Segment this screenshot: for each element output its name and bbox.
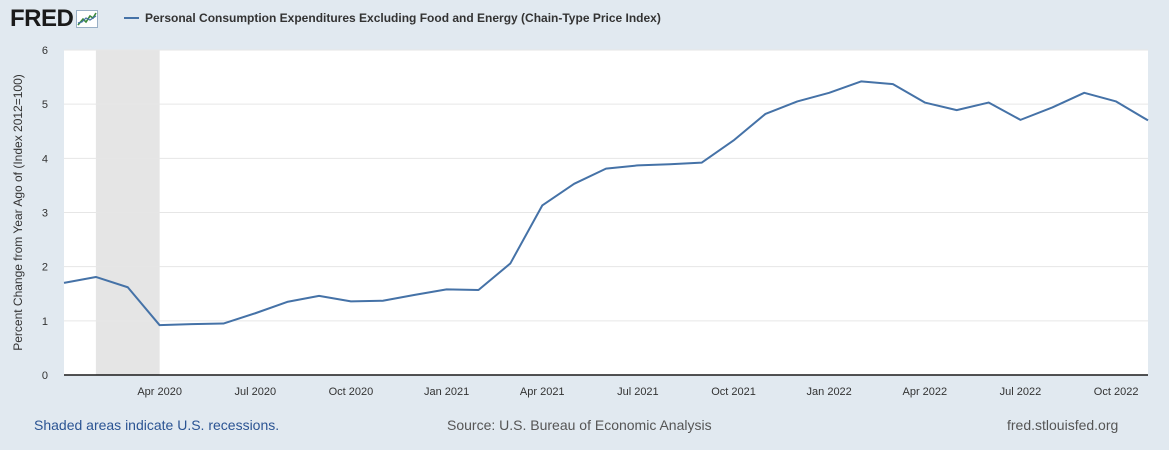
x-axis-ticks: Apr 2020 Jul 2020 Oct 2020 Jan 2021 Apr 2021… — [137, 386, 1138, 398]
data-point[interactable] — [348, 298, 354, 304]
y-tick-label: 2 — [42, 262, 48, 274]
y-axis-label: Percent Change from Year Ago of (Index 2… — [11, 74, 25, 351]
recession-note: Shaded areas indicate U.S. recessions. — [34, 417, 280, 433]
data-point[interactable] — [1081, 90, 1087, 96]
data-point[interactable] — [571, 181, 577, 187]
data-point[interactable] — [890, 81, 896, 87]
x-tick-label: Apr 2022 — [902, 386, 947, 398]
data-point[interactable] — [444, 286, 450, 292]
data-point[interactable] — [220, 321, 226, 327]
y-tick-label: 3 — [42, 208, 48, 220]
chart-legend[interactable]: Personal Consumption Expenditures Exclud… — [124, 11, 661, 25]
data-point[interactable] — [1113, 98, 1119, 104]
source-note: Source: U.S. Bureau of Economic Analysis — [447, 417, 712, 433]
legend-label: Personal Consumption Expenditures Exclud… — [145, 11, 661, 25]
data-point[interactable] — [507, 260, 513, 266]
data-point[interactable] — [1017, 117, 1023, 123]
data-point[interactable] — [986, 100, 992, 106]
y-axis-ticks: 0 1 2 3 4 5 6 — [42, 45, 48, 382]
header: FRED Personal Consumption Expenditures E… — [0, 0, 1169, 40]
fred-logo-text: FRED — [10, 5, 74, 32]
data-point[interactable] — [699, 160, 705, 166]
data-point[interactable] — [1049, 104, 1055, 110]
y-tick-label: 4 — [42, 153, 48, 165]
data-point[interactable] — [125, 284, 131, 290]
data-point[interactable] — [603, 166, 609, 172]
line-chart: 0 1 2 3 4 5 6 Apr 2020 Jul 2020 Oct 2020 Jan 2021… — [0, 40, 1169, 410]
data-point[interactable] — [475, 287, 481, 293]
x-tick-label: Jul 2021 — [617, 386, 659, 398]
data-point[interactable] — [252, 310, 258, 316]
x-tick-label: Oct 2021 — [711, 386, 756, 398]
y-tick-label: 5 — [42, 99, 48, 111]
data-point[interactable] — [826, 90, 832, 96]
data-point[interactable] — [667, 161, 673, 167]
x-tick-label: Apr 2021 — [520, 386, 565, 398]
data-point[interactable] — [922, 100, 928, 106]
y-tick-label: 6 — [42, 45, 48, 57]
x-tick-label: Oct 2020 — [329, 386, 374, 398]
data-point[interactable] — [794, 98, 800, 104]
chart-trend-icon — [76, 10, 99, 28]
data-point[interactable] — [1145, 117, 1151, 123]
data-point[interactable] — [731, 137, 737, 143]
y-tick-label: 0 — [42, 370, 48, 382]
site-link[interactable]: fred.stlouisfed.org — [1007, 417, 1119, 433]
x-tick-label: Jul 2022 — [1000, 386, 1042, 398]
x-tick-label: Jan 2022 — [807, 386, 852, 398]
data-point[interactable] — [157, 322, 163, 328]
data-point[interactable] — [93, 274, 99, 280]
fred-logo[interactable]: FRED — [10, 5, 99, 32]
data-point[interactable] — [284, 299, 290, 305]
data-point[interactable] — [635, 162, 641, 168]
data-point[interactable] — [412, 292, 418, 298]
data-point[interactable] — [954, 107, 960, 113]
data-point[interactable] — [61, 280, 67, 286]
x-tick-label: Apr 2020 — [137, 386, 182, 398]
data-point[interactable] — [189, 321, 195, 327]
y-tick-label: 1 — [42, 316, 48, 328]
series-layer[interactable] — [61, 78, 1151, 328]
x-tick-label: Jul 2020 — [234, 386, 276, 398]
data-point[interactable] — [762, 111, 768, 117]
data-point[interactable] — [858, 78, 864, 84]
series-line-1[interactable] — [63, 80, 1149, 327]
grid-layer — [64, 49, 1148, 322]
x-tick-label: Jan 2021 — [424, 386, 469, 398]
data-point[interactable] — [316, 293, 322, 299]
legend-swatch — [124, 17, 139, 19]
x-tick-label: Oct 2022 — [1094, 386, 1139, 398]
data-point[interactable] — [539, 202, 545, 208]
data-point[interactable] — [380, 298, 386, 304]
